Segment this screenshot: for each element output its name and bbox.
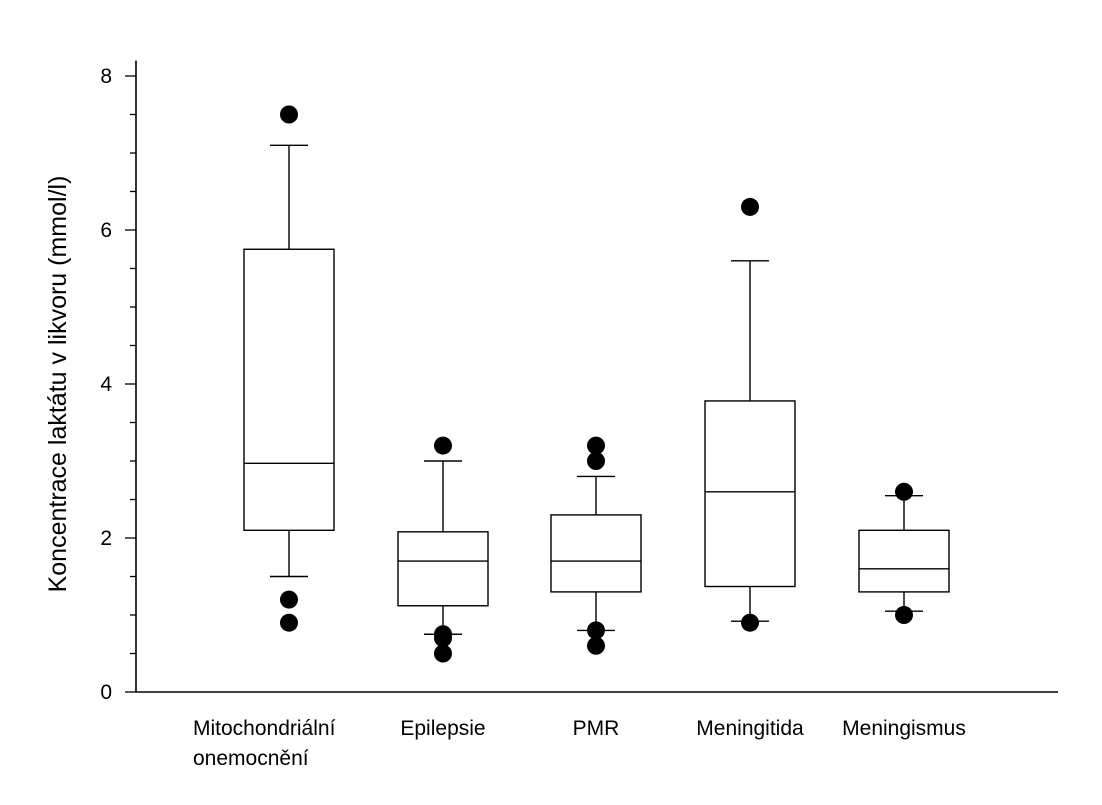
category-label-line: PMR [573, 717, 620, 740]
outlier-point [587, 621, 605, 640]
category-label-line: Mitochondriální [193, 717, 336, 740]
outlier-point [895, 606, 913, 624]
category-label-line: Meningismus [842, 717, 966, 740]
box-group [704, 197, 796, 632]
y-axis-label: Koncentrace laktátu v likvoru (mmol/l) [44, 176, 72, 593]
iqr-box [243, 248, 335, 531]
y-ticks: 0 2 4 6 8 [100, 65, 136, 704]
category-label-line: onemocnění [193, 747, 309, 770]
outlier-point [741, 613, 759, 632]
outlier-point [434, 629, 452, 648]
iqr-box [550, 514, 642, 593]
outlier-point [587, 436, 605, 455]
outlier-point [434, 644, 452, 663]
box-group [858, 482, 950, 624]
outlier-point [895, 482, 913, 501]
outlier-point [434, 436, 452, 455]
y-tick-label: 4 [100, 373, 112, 396]
axes [135, 60, 1058, 693]
x-category-label: PMR [573, 717, 620, 740]
boxes [243, 105, 950, 663]
y-tick-label: 2 [100, 527, 112, 550]
box-group [550, 436, 642, 655]
outlier-point [741, 197, 759, 216]
x-category-label: Epilepsie [400, 717, 485, 740]
iqr-box [397, 531, 489, 607]
y-tick-label: 0 [100, 681, 112, 704]
category-labels: Mitochondriální onemocnění Epilepsie PMR Men… [193, 717, 966, 770]
iqr-box [858, 529, 950, 593]
category-label-line: Meningitida [696, 717, 804, 740]
box-group [397, 436, 489, 663]
box-group [243, 105, 335, 632]
x-category-label: Mitochondriální onemocnění [193, 717, 336, 770]
y-tick-label: 6 [100, 219, 112, 242]
x-category-label: Meningismus [842, 717, 966, 740]
outlier-point [587, 636, 605, 655]
category-label-line: Epilepsie [400, 717, 485, 740]
iqr-box [704, 400, 796, 588]
outlier-point [280, 613, 298, 632]
outlier-point [587, 452, 605, 470]
outlier-point [280, 590, 298, 609]
x-category-label: Meningitida [696, 717, 804, 740]
outlier-point [280, 105, 298, 124]
y-tick-label: 8 [100, 65, 112, 88]
